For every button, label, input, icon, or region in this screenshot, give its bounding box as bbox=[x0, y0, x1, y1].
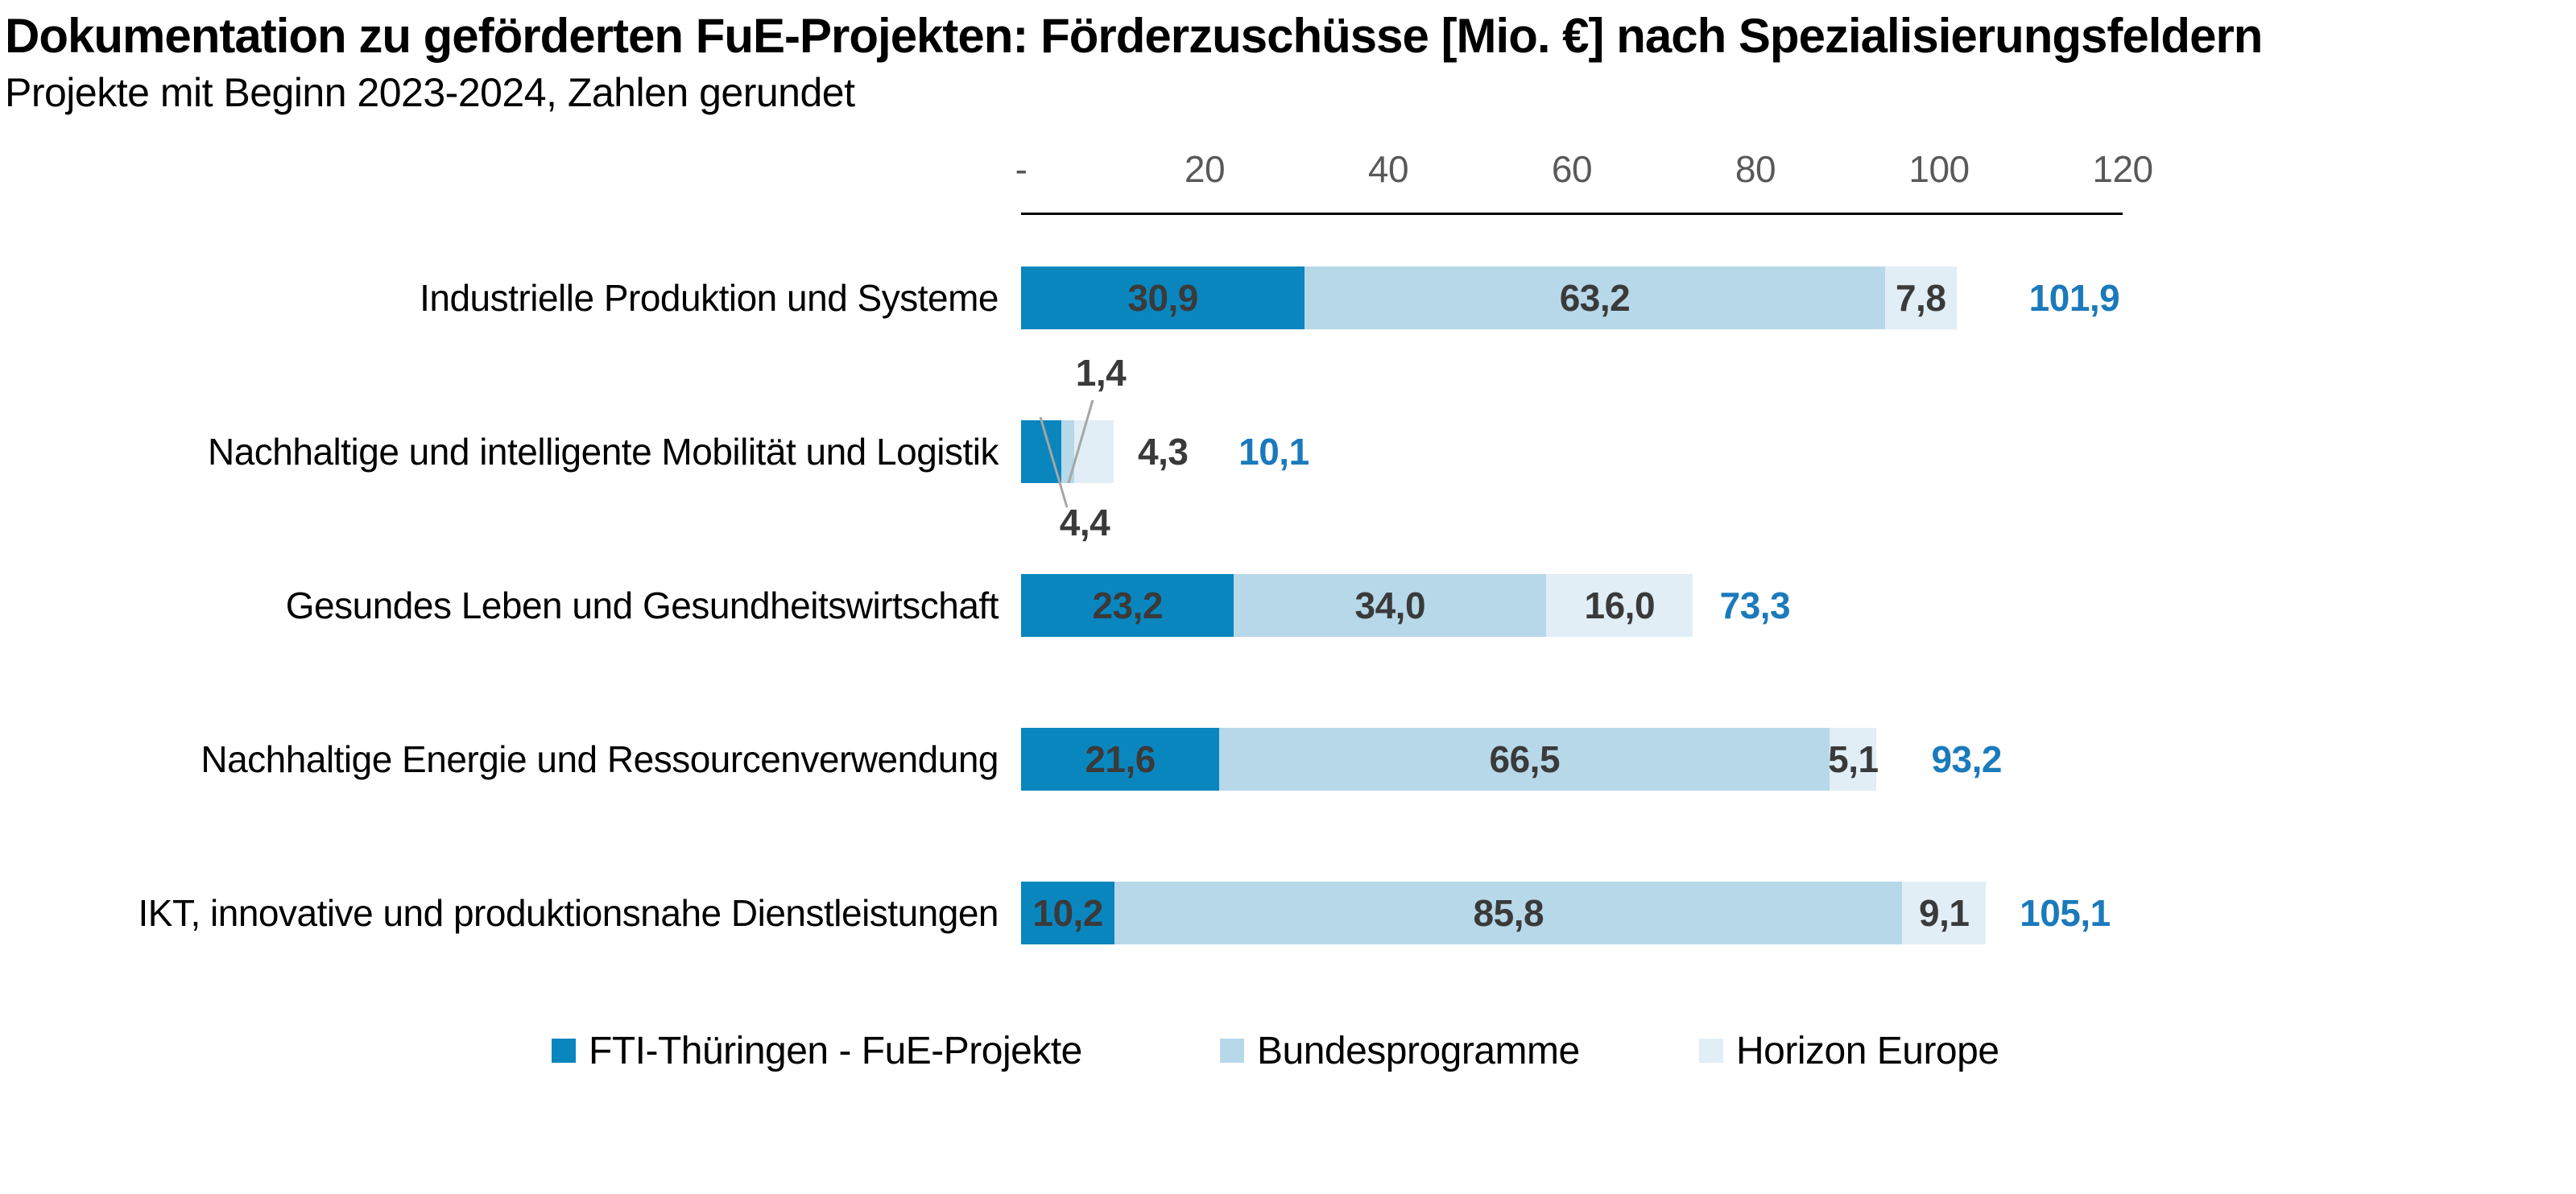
x-axis-tick-label: 100 bbox=[1908, 148, 1970, 190]
callout-value-label-below: 4,4 bbox=[1059, 502, 1110, 543]
bar-segment-horizon: 9,1 bbox=[1902, 882, 1987, 944]
bar-segment-bund bbox=[1061, 420, 1075, 483]
x-axis-tick-label: 120 bbox=[2092, 148, 2153, 190]
legend-marker-icon bbox=[1220, 1039, 1244, 1063]
category-label: IKT, innovative und produktionsnahe Dien… bbox=[138, 892, 999, 934]
bar-value-label: 5,1 bbox=[1828, 738, 1879, 780]
category-label: Gesundes Leben und Gesundheitswirtschaft bbox=[285, 585, 999, 626]
x-axis-tick-label: 60 bbox=[1551, 148, 1593, 190]
total-value-label: 73,3 bbox=[1719, 585, 1791, 626]
bar-value-label: 85,8 bbox=[1473, 892, 1544, 934]
legend-item: Horizon Europe bbox=[1699, 1027, 1999, 1075]
bar-value-label: 7,8 bbox=[1895, 277, 1946, 319]
legend-label: Bundesprogramme bbox=[1257, 1029, 1580, 1072]
bar-segment-horizon bbox=[1074, 420, 1114, 483]
bar-value-label: 23,2 bbox=[1092, 585, 1163, 626]
bar-segment-horizon: 7,8 bbox=[1884, 266, 1957, 329]
total-value-label: 105,1 bbox=[2020, 892, 2111, 934]
category-label: Nachhaltige Energie und Ressourcenverwen… bbox=[201, 738, 999, 780]
x-axis-tick-label: 20 bbox=[1184, 148, 1226, 190]
legend-marker-icon bbox=[1699, 1039, 1723, 1063]
bar-segment-fti: 23,2 bbox=[1021, 574, 1234, 637]
bar-segment-fti: 21,6 bbox=[1021, 728, 1220, 791]
chart-title: Dokumentation zu geförderten FuE-Projekt… bbox=[5, 9, 2263, 63]
bar-segment-fti bbox=[1021, 420, 1062, 483]
legend-marker-icon bbox=[552, 1039, 576, 1063]
category-label: Industrielle Produktion und Systeme bbox=[420, 277, 999, 319]
bar-value-label: 16,0 bbox=[1584, 585, 1656, 626]
bar-segment-horizon: 5,1 bbox=[1828, 728, 1879, 791]
outside-value-label: 4,3 bbox=[1138, 431, 1189, 473]
bar-segment-horizon: 16,0 bbox=[1546, 574, 1693, 637]
x-axis-tick-label: 80 bbox=[1735, 148, 1776, 190]
category-label: Nachhaltige und intelligente Mobilität u… bbox=[207, 431, 999, 473]
chart-subtitle: Projekte mit Beginn 2023-2024, Zahlen ge… bbox=[5, 70, 855, 115]
legend-label: FTI-Thüringen - FuE-Projekte bbox=[589, 1029, 1082, 1072]
bar-segment-bund: 85,8 bbox=[1114, 882, 1903, 944]
bar-segment-bund: 66,5 bbox=[1219, 728, 1830, 791]
bar-value-label: 63,2 bbox=[1559, 277, 1631, 319]
legend-label: Horizon Europe bbox=[1736, 1029, 1999, 1072]
legend-item: Bundesprogramme bbox=[1220, 1027, 1580, 1075]
callout-value-label-above: 1,4 bbox=[1075, 352, 1127, 394]
total-value-label: 10,1 bbox=[1238, 431, 1309, 473]
bar-value-label: 30,9 bbox=[1127, 277, 1198, 319]
x-axis-line bbox=[1021, 213, 2123, 215]
total-value-label: 93,2 bbox=[1931, 738, 2002, 780]
x-axis-tick-label: 40 bbox=[1367, 148, 1409, 190]
bar-segment-bund: 63,2 bbox=[1305, 266, 1885, 329]
bar-value-label: 21,6 bbox=[1085, 738, 1156, 780]
bar-value-label: 10,2 bbox=[1032, 892, 1103, 934]
bar-value-label: 66,5 bbox=[1489, 738, 1561, 780]
bar-segment-bund: 34,0 bbox=[1234, 574, 1547, 637]
bar-value-label: 34,0 bbox=[1354, 585, 1426, 626]
legend-item: FTI-Thüringen - FuE-Projekte bbox=[552, 1027, 1082, 1075]
x-axis-tick-label: - bbox=[1015, 148, 1028, 190]
total-value-label: 101,9 bbox=[2028, 277, 2120, 319]
bar-value-label: 9,1 bbox=[1919, 892, 1970, 934]
bar-segment-fti: 30,9 bbox=[1021, 266, 1305, 329]
bar-segment-fti: 10,2 bbox=[1021, 882, 1115, 944]
